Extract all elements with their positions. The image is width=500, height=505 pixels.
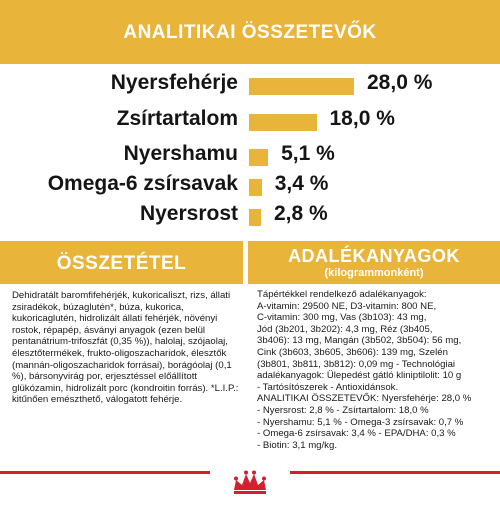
analysis-row: Zsírtartalom 18,0 % xyxy=(0,105,500,135)
additives-line: - Tartósítószerek - Antioxidánsok. xyxy=(257,381,399,393)
analysis-row-label: Omega-6 zsírsavak xyxy=(47,172,238,195)
additives-banner: ADALÉKANYAGOK (kilogrammonként) xyxy=(248,241,500,284)
analysis-chart: Nyersfehérje 28,0 % Zsírtartalom 18,0 % Nyer… xyxy=(0,64,500,234)
analysis-row: Nyersfehérje 28,0 % xyxy=(0,69,500,99)
analysis-row-bar xyxy=(249,114,317,131)
additives-line: Tápértékkel rendelkező adalékanyagok: xyxy=(257,289,427,300)
analysis-row-value: 2,8 % xyxy=(274,202,328,225)
analysis-header-banner: ANALITIKAI ÖSSZETEVŐK xyxy=(0,0,500,64)
analysis-title: ANALITIKAI ÖSSZETEVŐK xyxy=(123,22,377,43)
analysis-row: Omega-6 zsírsavak 3,4 % xyxy=(0,170,500,200)
additives-line: A-vitamin: 29500 NE, D3-vitamin: 800 NE, xyxy=(257,300,437,312)
analysis-row-bar xyxy=(249,179,262,196)
analysis-row-label: Nyersfehérje xyxy=(110,71,238,94)
additives-line: - Nyersrost: 2,8 % - Zsírtartalom: 18,0 … xyxy=(257,404,429,416)
analysis-row-bar xyxy=(249,149,269,166)
additives-subtitle: (kilogrammonként) xyxy=(324,267,424,279)
analysis-row-value: 18,0 % xyxy=(329,107,395,130)
analysis-row-label: Nyersrost xyxy=(139,202,238,225)
additives-line: - Biotin: 3,1 mg/kg. xyxy=(257,439,337,451)
additives-line: adalékanyagok: Ülepedést gátló kliniptil… xyxy=(257,370,462,382)
brand-logo xyxy=(210,460,290,500)
additives-line: Jód (3b201, 3b202): 4,3 mg, Réz (3b405, xyxy=(257,323,433,335)
additives-line: (3b801, 3b811, 3b812): 0,09 mg - Technol… xyxy=(257,358,456,370)
composition-banner: ÖSSZETÉTEL xyxy=(0,241,243,284)
additives-text: Tápértékkel rendelkező adalékanyagok: A-v… xyxy=(257,289,497,451)
composition-text: Dehidratált baromfifehérjék, kukoricalis… xyxy=(12,290,239,406)
analysis-row-label: Zsírtartalom xyxy=(116,107,238,130)
analysis-row: Nyersrost 2,8 % xyxy=(0,200,500,230)
analysis-row-bar xyxy=(249,209,261,226)
additives-line: - Omega-6 zsírsavak: 3,4 % - EPA/DHA: 0,… xyxy=(257,428,456,440)
analysis-row-value: 3,4 % xyxy=(274,172,329,195)
additives-line: Cink (3b603, 3b605, 3b606): 139 mg, Szel… xyxy=(257,346,448,358)
analysis-row-value: 5,1 % xyxy=(281,142,335,165)
additives-line: C-vitamin: 300 mg, Vas (3b103): 43 mg, xyxy=(257,312,427,324)
additives-line: 3b406): 13 mg, Mangán (3b502, 3b504): 56… xyxy=(257,335,462,347)
composition-title: ÖSSZETÉTEL xyxy=(56,253,187,274)
additives-line: ANALITIKAI ÖSSZETEVŐK: Nyersfehérje: 28,… xyxy=(257,393,472,405)
analysis-row: Nyershamu 5,1 % xyxy=(0,140,500,170)
royal-canin-crown-icon xyxy=(234,470,266,494)
analysis-row-bar xyxy=(249,78,354,95)
additives-title: ADALÉKANYAGOK xyxy=(288,246,460,266)
additives-line: - Nyershamu: 5,1 % - Omega-3 zsírsavak: … xyxy=(257,416,464,428)
analysis-row-value: 28,0 % xyxy=(367,71,433,94)
analysis-row-label: Nyershamu xyxy=(123,142,238,165)
